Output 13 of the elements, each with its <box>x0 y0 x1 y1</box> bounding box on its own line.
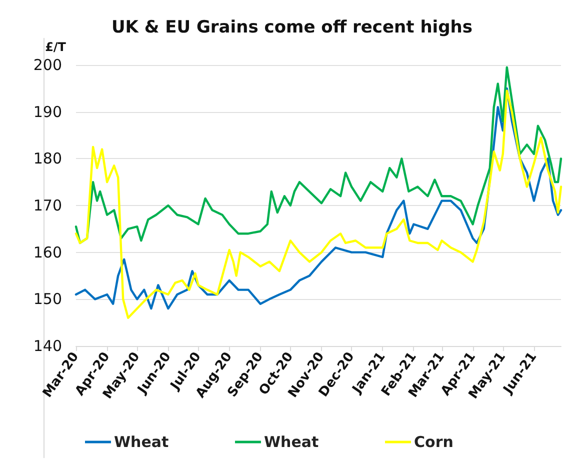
y-axis-title: £/T <box>45 40 67 54</box>
y-tick-label: 170 <box>33 196 62 214</box>
y-tick-label: 190 <box>33 102 62 121</box>
y-tick-label: 200 <box>33 56 62 74</box>
legend-label: Corn <box>414 433 454 451</box>
y-tick-label: 150 <box>33 290 62 308</box>
y-tick-label: 160 <box>33 243 62 262</box>
y-tick-label: 180 <box>33 150 62 168</box>
line-series <box>74 66 562 244</box>
legend-label: Wheat <box>264 433 319 451</box>
y-tick-label: 140 <box>33 337 62 355</box>
legend-label: Wheat <box>114 433 169 451</box>
chart-title: UK & EU Grains come off recent highs <box>111 18 473 38</box>
